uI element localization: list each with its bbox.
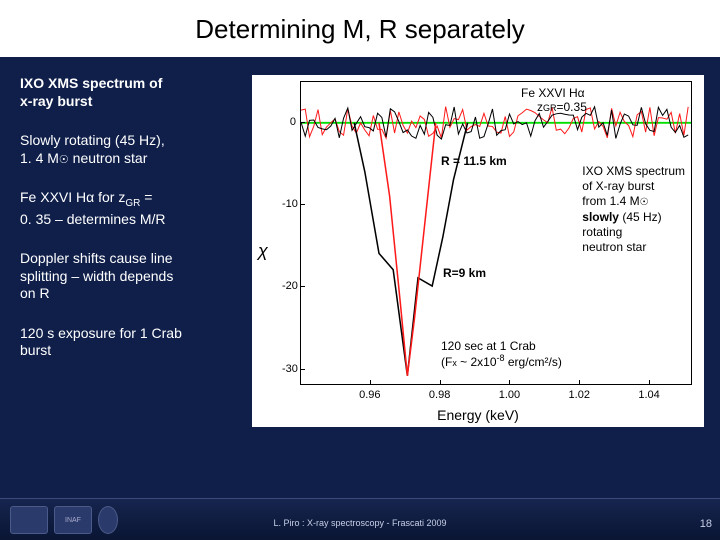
text: 1. 4 M [20, 150, 59, 166]
y-tick: -20 [282, 280, 296, 292]
bullet-1: IXO XMS spectrum of x-ray burst [20, 75, 252, 110]
x-tick: 0.98 [429, 389, 450, 401]
x-tick: 0.96 [359, 389, 380, 401]
text: from 1.4 M☉ [582, 194, 685, 210]
footer-logos: INAF [10, 506, 118, 534]
x-tick: 1.02 [569, 389, 590, 401]
logo-inaf: INAF [54, 506, 92, 534]
ann-zgr: zGR=0.35 [537, 100, 587, 115]
logo-3 [98, 506, 118, 534]
x-axis-label: Energy (keV) [437, 407, 519, 423]
footer-caption: L. Piro : X-ray spectroscopy - Frascati … [273, 518, 446, 528]
text: =0.35 [557, 100, 587, 114]
text: = [140, 189, 152, 205]
ann-r11-5: R = 11.5 km [441, 154, 507, 169]
bullet-2: Slowly rotating (45 Hz), 1. 4 M☉ neutron… [20, 132, 252, 167]
slide-title: Determining M, R separately [0, 0, 720, 57]
ann-flux: (Fx ~ 2x10-8 erg/cm²/s) [441, 353, 562, 370]
logo-1 [10, 506, 48, 534]
page-number: 18 [700, 518, 712, 530]
text: 120 s exposure for 1 Crab [20, 325, 182, 341]
text: Slowly rotating (45 Hz), [20, 132, 165, 148]
bullet-5: 120 s exposure for 1 Crab burst [20, 325, 252, 360]
content-area: IXO XMS spectrum of x-ray burst Slowly r… [0, 57, 720, 427]
x-tick: 1.00 [499, 389, 520, 401]
text: of X-ray burst [582, 179, 685, 194]
text: GR [543, 103, 557, 113]
text: for z [94, 189, 125, 205]
bullet-list: IXO XMS spectrum of x-ray burst Slowly r… [20, 75, 252, 427]
text: GR [125, 198, 140, 209]
chart-figure: Fe XXVI Hα zGR=0.35 R = 11.5 km R=9 km I… [252, 75, 704, 427]
text: IXO XMS spectrum [582, 164, 685, 179]
y-tick: -10 [282, 198, 296, 210]
text: on R [20, 285, 50, 301]
y-tick: -30 [282, 363, 296, 375]
text: Doppler shifts cause line [20, 250, 173, 266]
ann-exposure: 120 sec at 1 Crab [441, 339, 536, 354]
text: splitting – width depends [20, 268, 173, 284]
text: burst [20, 342, 51, 358]
text: rotating [582, 225, 685, 240]
ann-r9: R=9 km [443, 266, 486, 281]
plot-box: Fe XXVI Hα zGR=0.35 R = 11.5 km R=9 km I… [300, 81, 692, 385]
y-tick: 0 [282, 116, 296, 128]
text: Fe XXVI H [20, 189, 86, 205]
bullet-3: Fe XXVI Hα for zGR = 0. 35 – determines … [20, 189, 252, 228]
x-tick: 1.04 [638, 389, 659, 401]
text: 0. 35 – determines M/R [20, 211, 166, 227]
text: slowly (45 Hz) [582, 210, 685, 225]
ann-right-block: IXO XMS spectrum of X-ray burst from 1.4… [582, 164, 685, 255]
text: neutron star [69, 150, 148, 166]
sun-symbol: ☉ [59, 154, 69, 166]
bullet-4: Doppler shifts cause line splitting – wi… [20, 250, 252, 303]
footer-bar: INAF L. Piro : X-ray spectroscopy - Fras… [0, 498, 720, 540]
y-axis-label: χ [258, 241, 268, 262]
ann-fe-line: Fe XXVI Hα [521, 86, 585, 101]
text: IXO XMS spectrum of [20, 75, 162, 91]
text: x-ray burst [20, 93, 92, 109]
text: neutron star [582, 240, 685, 255]
